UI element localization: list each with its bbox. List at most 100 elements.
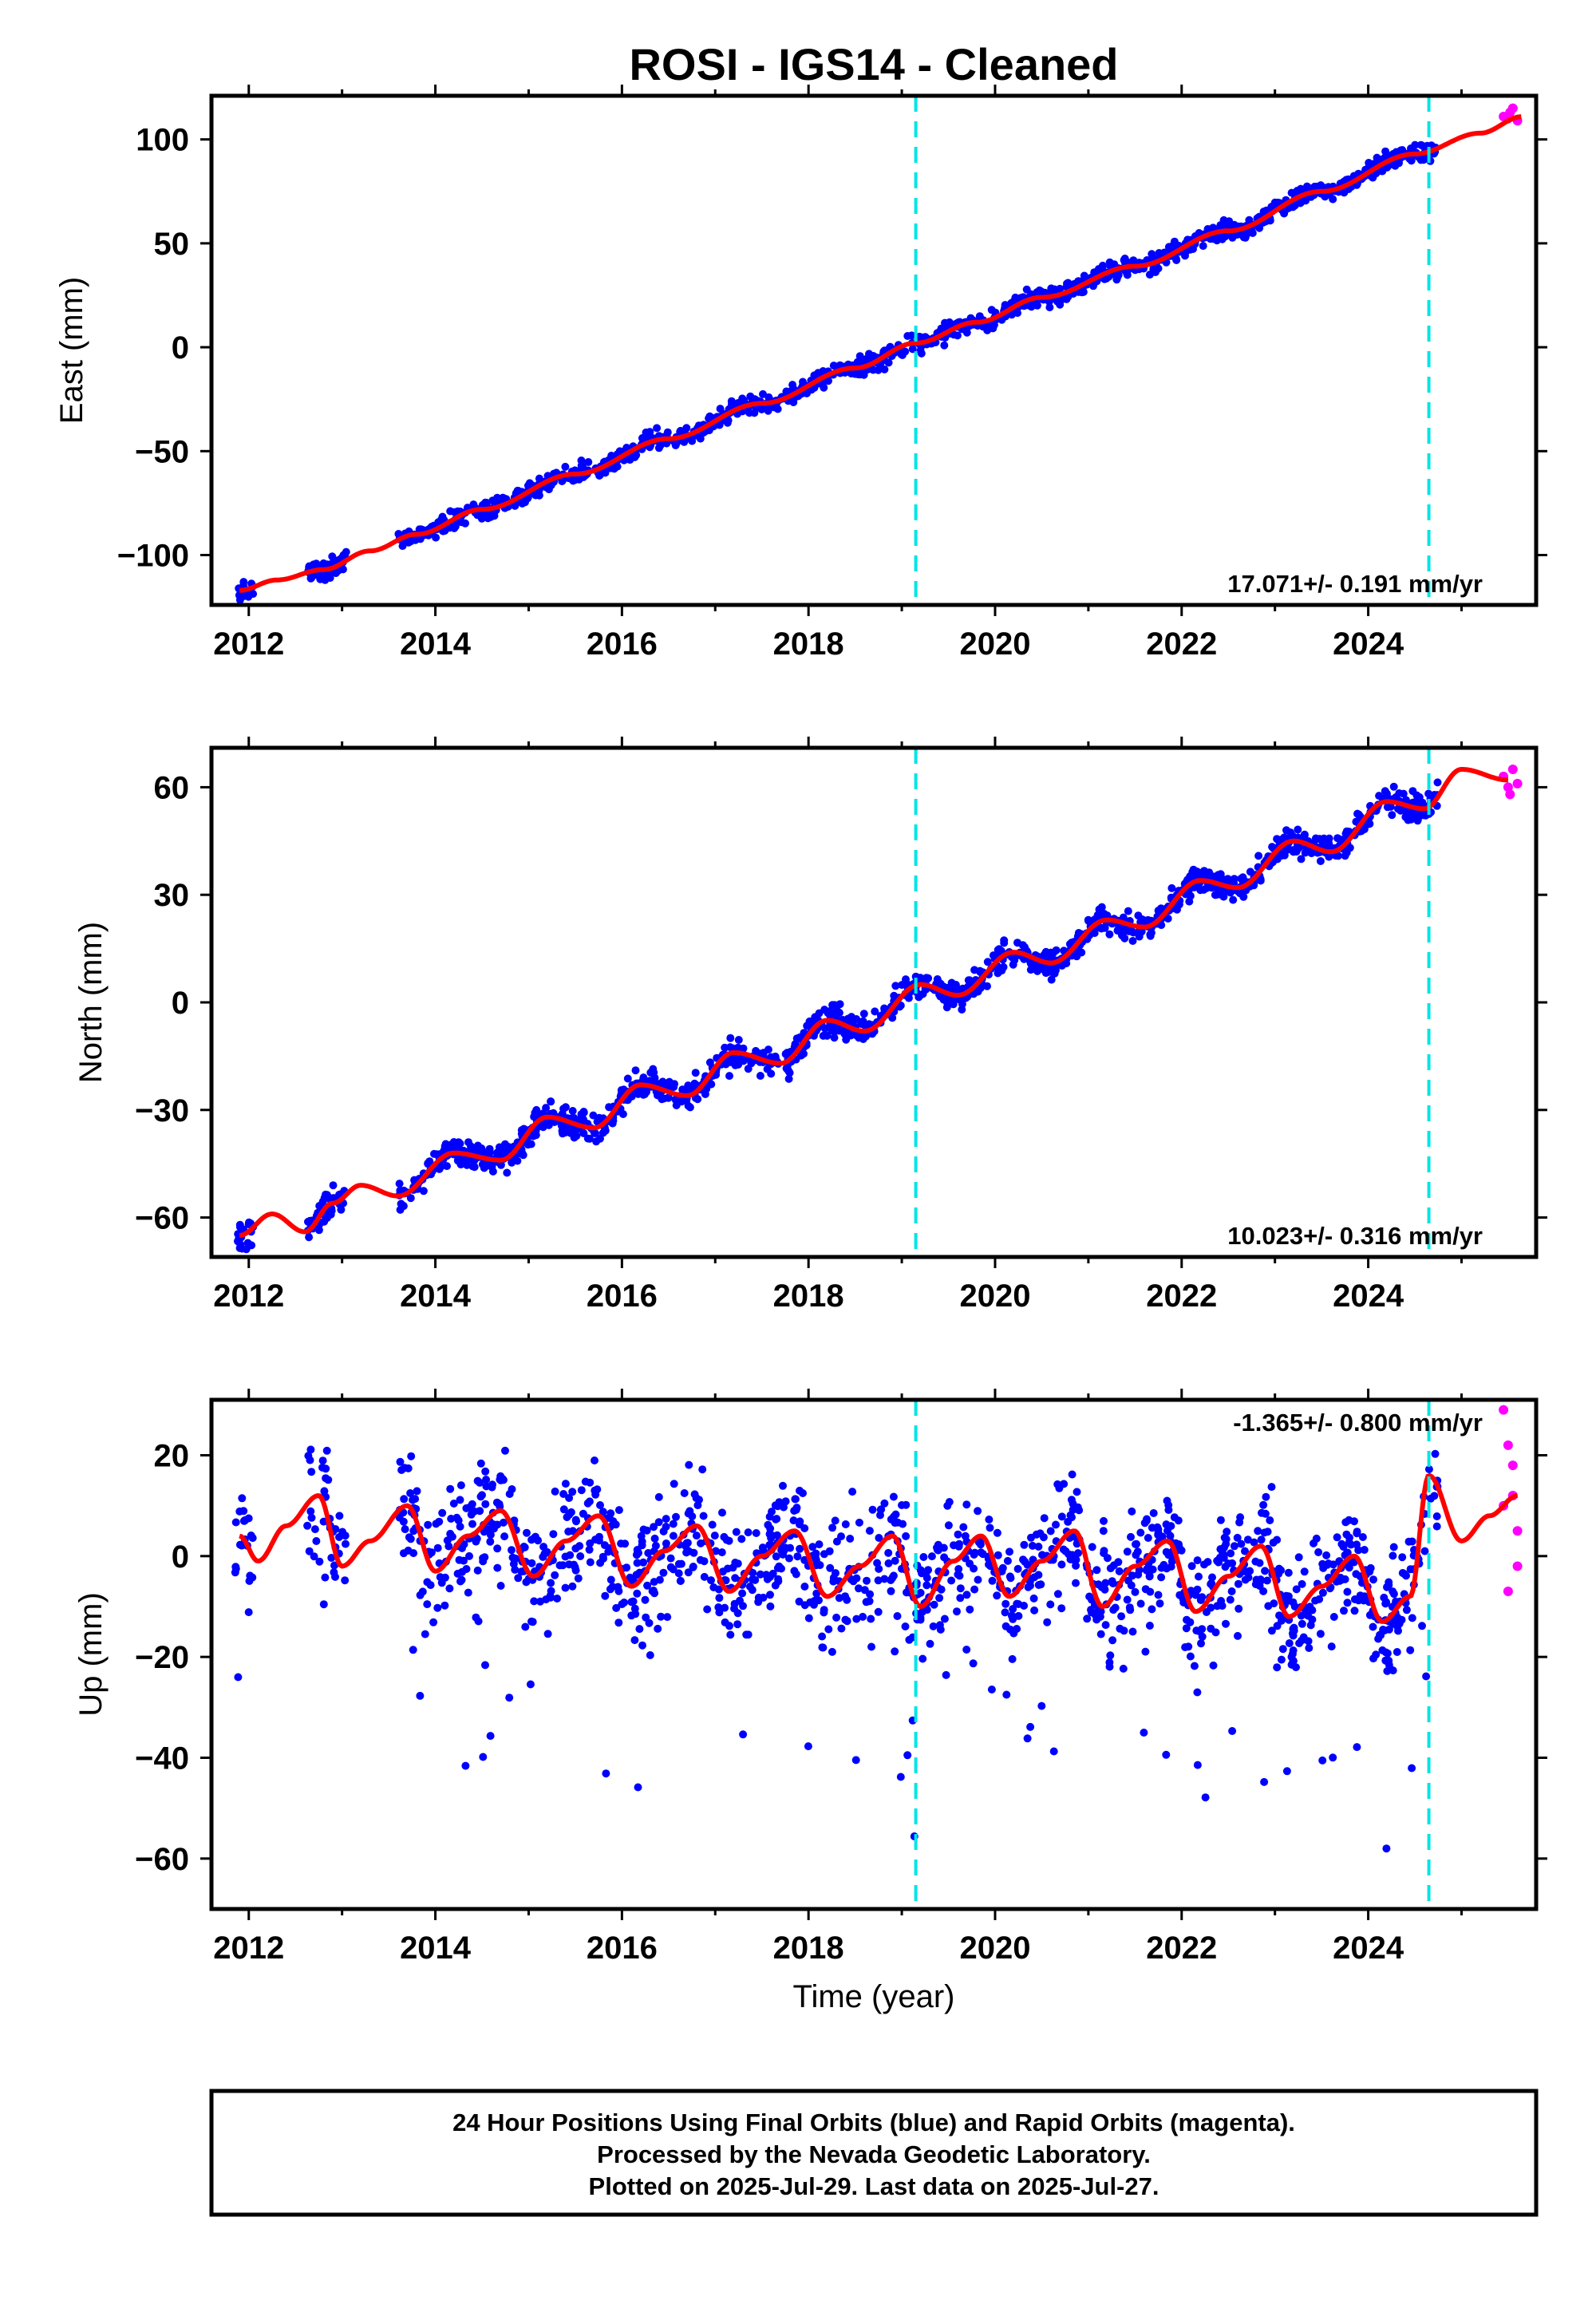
up-final-point — [473, 1476, 482, 1485]
up-final-point — [1156, 1599, 1164, 1608]
up-final-point — [1277, 1655, 1286, 1664]
up-final-point — [633, 1546, 642, 1554]
up-y-tick-label: −40 — [135, 1741, 189, 1776]
north-y-tick-label: −60 — [135, 1201, 189, 1236]
up-final-point — [464, 1588, 472, 1597]
north-final-point — [805, 1017, 814, 1026]
up-final-point — [698, 1465, 707, 1474]
up-final-point — [1329, 1753, 1337, 1762]
up-final-point — [818, 1632, 827, 1641]
up-final-point — [1379, 1626, 1388, 1634]
up-final-point — [699, 1512, 708, 1520]
up-final-point — [342, 1539, 350, 1548]
up-final-point — [942, 1670, 950, 1679]
up-final-point — [304, 1452, 313, 1460]
up-final-point — [1087, 1608, 1096, 1617]
north-final-point — [958, 1006, 966, 1014]
up-final-point — [1422, 1672, 1431, 1681]
up-final-point — [1341, 1518, 1350, 1527]
east-final-point — [962, 328, 971, 337]
up-final-point — [335, 1533, 343, 1541]
up-y-tick-label: 0 — [172, 1539, 189, 1575]
up-final-point — [633, 1589, 642, 1598]
east-final-point — [488, 496, 497, 505]
up-final-point — [732, 1528, 741, 1536]
up-final-point — [1269, 1539, 1278, 1547]
up-x-tick-label: 2014 — [400, 1931, 472, 1966]
up-final-point — [887, 1587, 895, 1595]
up-final-point — [1430, 1492, 1439, 1500]
up-final-point — [1308, 1615, 1317, 1624]
up-final-point — [551, 1487, 559, 1496]
up-final-point — [568, 1582, 577, 1591]
up-final-point — [749, 1568, 757, 1577]
east-final-point — [646, 428, 654, 437]
up-rate-label: -1.365+/- 0.800 mm/yr — [1233, 1409, 1483, 1437]
up-final-point — [956, 1594, 965, 1603]
up-final-point — [685, 1547, 693, 1555]
north-x-tick-label: 2014 — [400, 1279, 472, 1314]
up-final-point — [396, 1457, 405, 1466]
up-final-point — [567, 1508, 575, 1516]
up-final-point — [1329, 1613, 1338, 1621]
east-final-point — [577, 456, 586, 464]
up-final-point — [1197, 1639, 1205, 1648]
up-final-point — [1382, 1844, 1391, 1853]
up-final-point — [635, 1625, 644, 1634]
up-final-point — [1072, 1579, 1080, 1587]
up-final-point — [1053, 1480, 1062, 1488]
up-final-point — [1096, 1607, 1105, 1616]
north-final-point — [830, 1034, 839, 1042]
up-final-point — [1389, 1666, 1397, 1675]
up-final-point — [1145, 1622, 1154, 1630]
up-final-point — [824, 1625, 833, 1634]
up-final-point — [1001, 1608, 1009, 1617]
up-rapid-point — [1507, 1460, 1518, 1471]
up-final-point — [1068, 1552, 1077, 1561]
up-final-point — [1316, 1630, 1325, 1638]
up-final-point — [650, 1589, 659, 1598]
up-final-point — [692, 1531, 701, 1540]
up-final-point — [1261, 1509, 1270, 1518]
up-frame — [209, 1397, 1539, 1911]
up-final-point — [565, 1494, 574, 1502]
east-final-point — [328, 552, 337, 561]
east-final-point — [831, 362, 839, 371]
up-final-point — [476, 1459, 485, 1468]
up-final-point — [744, 1528, 753, 1537]
east-final-point — [477, 514, 486, 523]
east-final-point — [716, 405, 725, 413]
north-final-point — [1127, 927, 1136, 935]
up-final-point — [307, 1468, 316, 1476]
east-final-point — [1145, 271, 1154, 279]
up-final-point — [677, 1559, 685, 1568]
east-final-point — [249, 590, 258, 599]
up-final-point — [662, 1539, 670, 1547]
up-final-point — [772, 1515, 781, 1524]
up-final-point — [875, 1534, 883, 1542]
up-final-point — [655, 1575, 664, 1584]
east-final-point — [1050, 285, 1059, 294]
north-final-point — [942, 1003, 951, 1012]
north-final-point — [994, 969, 1002, 978]
up-final-point — [1314, 1548, 1323, 1556]
up-final-point — [530, 1597, 539, 1606]
up-final-point — [482, 1476, 491, 1484]
up-final-point — [234, 1673, 243, 1682]
north-final-point — [891, 982, 900, 990]
up-final-point — [800, 1583, 809, 1591]
up-final-point — [663, 1613, 672, 1622]
up-final-point — [659, 1527, 668, 1535]
north-final-point — [1190, 868, 1199, 876]
up-x-tick-label: 2022 — [1146, 1931, 1217, 1966]
up-final-point — [1234, 1579, 1242, 1588]
up-final-point — [1343, 1599, 1352, 1607]
up-final-point — [1343, 1548, 1352, 1557]
up-final-point — [1395, 1619, 1404, 1628]
north-x-tick-label: 2018 — [773, 1279, 844, 1314]
east-final-point — [656, 441, 665, 449]
up-final-point — [1136, 1528, 1145, 1537]
north-final-point — [1381, 787, 1389, 796]
up-final-point — [945, 1498, 954, 1506]
up-final-point — [1074, 1549, 1082, 1558]
